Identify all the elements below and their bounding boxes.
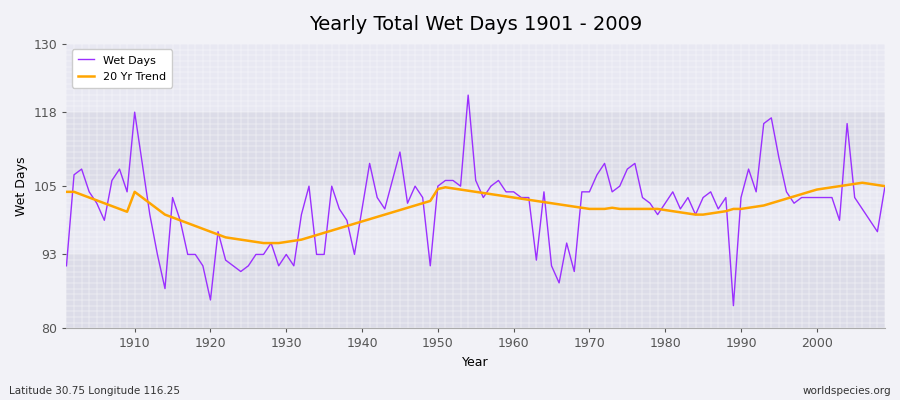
20 Yr Trend [879, 184, 890, 188]
X-axis label: Year: Year [463, 356, 489, 369]
20 Yr Trend [61, 190, 72, 194]
Wet Days [607, 190, 617, 194]
Bar [67, 254, 885, 328]
Wet Days [879, 184, 890, 188]
Wet Days [288, 264, 299, 268]
Wet Days [728, 303, 739, 308]
Wet Days [122, 190, 132, 194]
Text: Latitude 30.75 Longitude 116.25: Latitude 30.75 Longitude 116.25 [9, 386, 180, 396]
20 Yr Trend [508, 195, 519, 200]
Title: Yearly Total Wet Days 1901 - 2009: Yearly Total Wet Days 1901 - 2009 [309, 15, 643, 34]
Line: 20 Yr Trend: 20 Yr Trend [67, 183, 885, 243]
Wet Days [463, 93, 473, 98]
Wet Days [334, 206, 345, 211]
Bar [67, 186, 885, 254]
20 Yr Trend [516, 196, 526, 201]
20 Yr Trend [122, 209, 132, 214]
20 Yr Trend [296, 237, 307, 242]
Line: Wet Days: Wet Days [67, 95, 885, 306]
Y-axis label: Wet Days: Wet Days [15, 156, 28, 216]
20 Yr Trend [857, 180, 868, 185]
Legend: Wet Days, 20 Yr Trend: Wet Days, 20 Yr Trend [72, 50, 172, 88]
Wet Days [61, 264, 72, 268]
20 Yr Trend [258, 241, 269, 246]
Wet Days [508, 190, 519, 194]
Wet Days [516, 195, 526, 200]
Text: worldspecies.org: worldspecies.org [803, 386, 891, 396]
Bar [67, 112, 885, 186]
Bar [67, 44, 885, 112]
20 Yr Trend [341, 224, 352, 228]
20 Yr Trend [607, 205, 617, 210]
